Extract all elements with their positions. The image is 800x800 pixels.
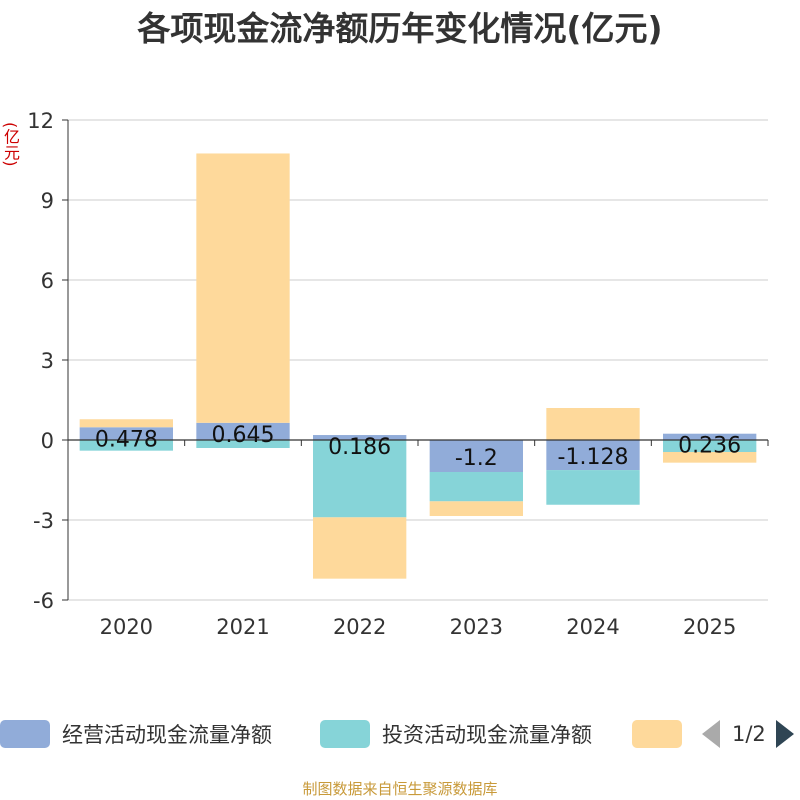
bar-series1-2024[interactable] bbox=[546, 470, 640, 505]
y-tick-label: 9 bbox=[41, 189, 54, 213]
bar-series1-2020[interactable] bbox=[79, 440, 173, 451]
legend-item-operating[interactable]: 经营活动现金流量净额 bbox=[0, 716, 272, 752]
bar-series0-2024[interactable] bbox=[546, 440, 640, 471]
bar-series2-2024[interactable] bbox=[546, 408, 640, 440]
data-label-2024: -1.128 bbox=[558, 445, 629, 470]
x-tick-label: 2024 bbox=[566, 615, 619, 639]
bar-series0-2020[interactable] bbox=[79, 427, 173, 440]
legend-swatch-investing bbox=[320, 720, 370, 748]
y-tick-label: -6 bbox=[33, 589, 54, 613]
legend: 经营活动现金流量净额 投资活动现金流量净额 bbox=[0, 716, 800, 752]
data-label-2020: 0.478 bbox=[95, 427, 158, 452]
legend-item-investing[interactable]: 投资活动现金流量净额 bbox=[320, 716, 592, 752]
y-tick-label: 6 bbox=[41, 269, 54, 293]
x-tick-label: 2020 bbox=[100, 615, 153, 639]
legend-label-investing: 投资活动现金流量净额 bbox=[382, 723, 592, 747]
chevron-right-icon[interactable] bbox=[775, 720, 794, 748]
data-label-2025: 0.236 bbox=[678, 434, 741, 459]
bar-series2-2023[interactable] bbox=[429, 501, 523, 516]
bar-series1-2022[interactable] bbox=[313, 440, 407, 518]
bar-series2-2021[interactable] bbox=[196, 153, 290, 423]
bar-series0-2022[interactable] bbox=[313, 435, 407, 440]
bar-series0-2025[interactable] bbox=[663, 433, 757, 440]
bar-series1-2021[interactable] bbox=[196, 440, 290, 448]
y-tick-label: 3 bbox=[41, 349, 54, 373]
x-tick-label: 2025 bbox=[683, 615, 736, 639]
legend-swatch-operating bbox=[0, 720, 50, 748]
legend-pager: 1/2 bbox=[700, 716, 800, 752]
x-tick-label: 2023 bbox=[450, 615, 503, 639]
legend-swatch-financing bbox=[632, 720, 682, 748]
legend-page-number: 1/2 bbox=[732, 722, 766, 746]
y-tick-label: -3 bbox=[33, 509, 54, 533]
bar-series1-2023[interactable] bbox=[429, 472, 523, 502]
y-axis-unit: (亿元) bbox=[1, 122, 20, 167]
bar-series1-2025[interactable] bbox=[663, 440, 757, 452]
chevron-left-icon[interactable] bbox=[702, 720, 720, 748]
bar-series0-2021[interactable] bbox=[196, 422, 290, 440]
chart-title: 各项现金流净额历年变化情况(亿元) bbox=[137, 9, 663, 48]
data-label-2023: -1.2 bbox=[455, 446, 498, 471]
data-source-footer: 制图数据来自恒生聚源数据库 bbox=[302, 780, 498, 798]
bar-series0-2023[interactable] bbox=[429, 440, 523, 472]
legend-label-operating: 经营活动现金流量净额 bbox=[62, 723, 272, 747]
y-tick-label: 0 bbox=[41, 429, 54, 453]
x-tick-label: 2022 bbox=[333, 615, 386, 639]
bar-series2-2020[interactable] bbox=[79, 419, 173, 428]
bar-series2-2025[interactable] bbox=[663, 452, 757, 463]
data-label-2021: 0.645 bbox=[212, 423, 275, 448]
x-tick-label: 2021 bbox=[216, 615, 269, 639]
bar-chart: -6 -3 0 3 6 9 12 2020 2021 2022 2023 2024 2025 0.478… bbox=[27, 109, 769, 639]
data-label-2022: 0.186 bbox=[328, 435, 391, 460]
y-tick-label: 12 bbox=[27, 109, 54, 133]
legend-item-financing[interactable] bbox=[632, 716, 682, 752]
bar-series2-2022[interactable] bbox=[313, 517, 407, 579]
